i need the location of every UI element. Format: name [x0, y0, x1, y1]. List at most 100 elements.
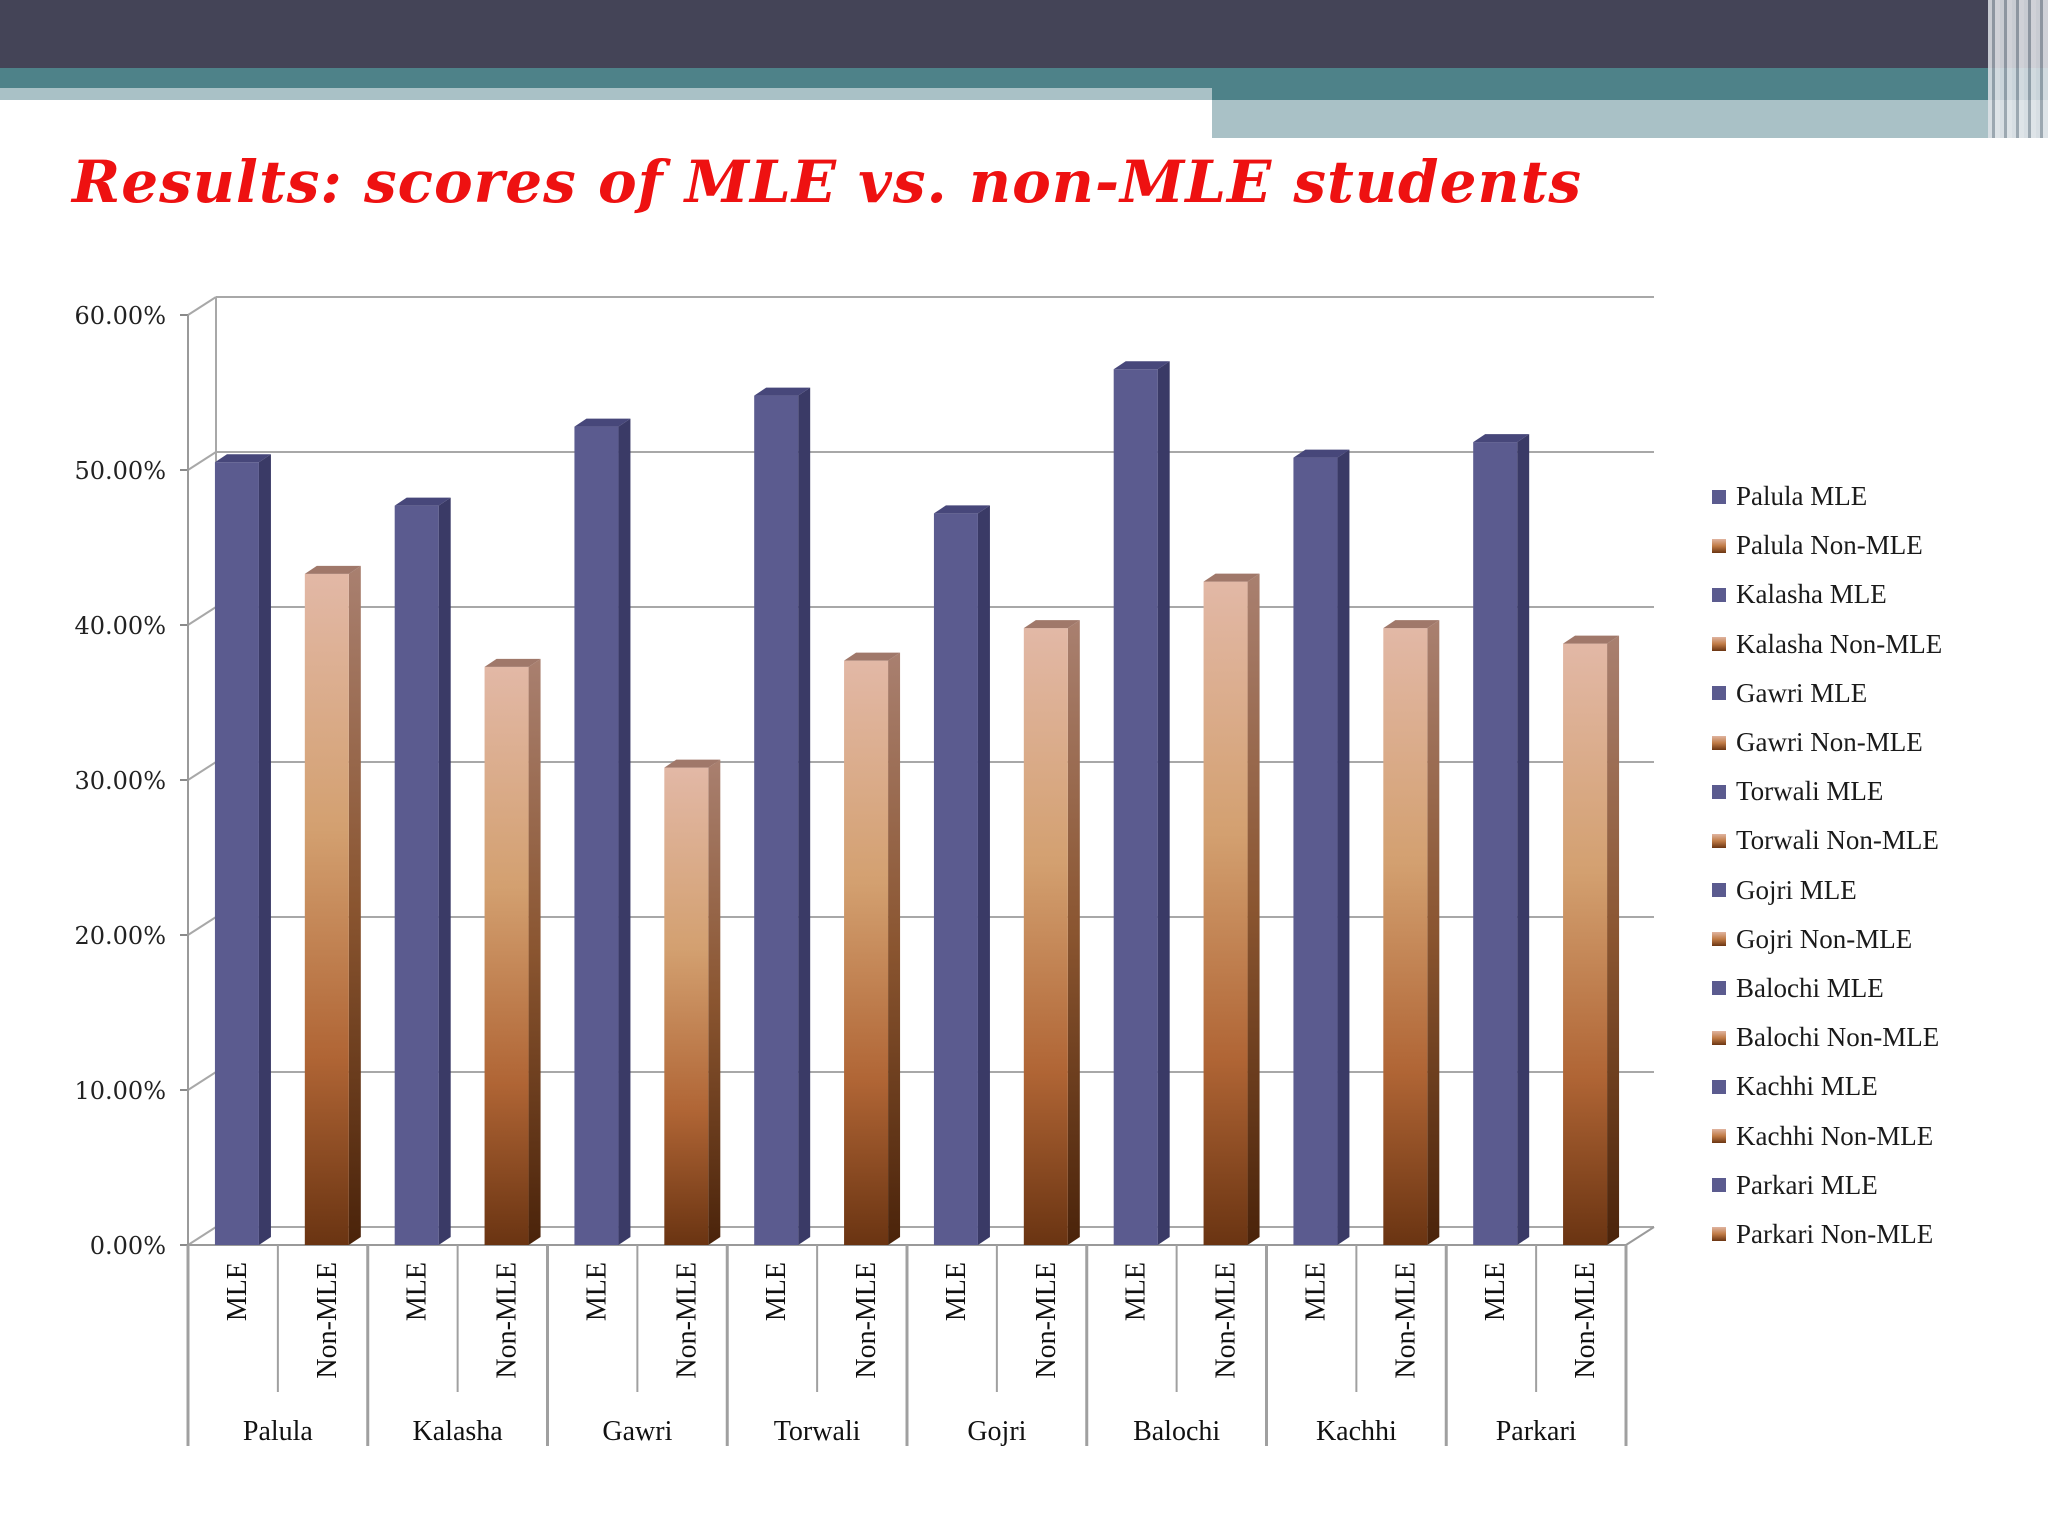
bar-gojri-non-mle — [1023, 620, 1080, 1245]
bar-front — [1113, 369, 1158, 1245]
gridline-side — [187, 1226, 217, 1246]
legend-label: Balochi Non-MLE — [1736, 1022, 1940, 1053]
legend-label: Torwali Non-MLE — [1736, 825, 1939, 856]
x-sub-label: MLE — [402, 1262, 433, 1321]
bar-top — [1473, 434, 1530, 443]
x-sub-label: MLE — [581, 1262, 612, 1321]
x-sub-label: Non-MLE — [1570, 1262, 1601, 1379]
bar-side — [798, 387, 811, 1246]
legend-swatch — [1712, 538, 1726, 553]
x-group-label: Balochi — [1133, 1416, 1220, 1447]
bar-front — [1563, 643, 1608, 1245]
bar-top — [304, 565, 361, 574]
legend-label: Balochi MLE — [1736, 972, 1884, 1003]
x-sub-label: MLE — [1300, 1262, 1331, 1321]
legend-item: Gojri MLE — [1712, 866, 1942, 915]
bar-side — [1157, 361, 1170, 1245]
x-sub-label: MLE — [1480, 1262, 1511, 1321]
x-sub-label: Non-MLE — [671, 1262, 702, 1379]
legend-item: Gojri Non-MLE — [1712, 915, 1942, 964]
x-group-label: Kachhi — [1316, 1416, 1397, 1447]
legend-swatch — [1712, 1030, 1726, 1045]
legend-swatch — [1712, 981, 1726, 996]
bar-balochi-mle — [1113, 361, 1170, 1245]
legend-label: Kalasha MLE — [1736, 579, 1887, 610]
x-group-label: Gojri — [967, 1416, 1026, 1447]
bar-torwali-mle — [754, 387, 811, 1246]
bar-top — [574, 418, 631, 427]
legend-item: Parkari Non-MLE — [1712, 1210, 1942, 1259]
x-group-label: Torwali — [774, 1416, 861, 1447]
bar-front — [1473, 442, 1518, 1246]
legend-item: Kalasha Non-MLE — [1712, 620, 1942, 669]
legend-item: Palula Non-MLE — [1712, 521, 1942, 570]
legend-swatch — [1712, 883, 1726, 898]
gridline-side — [187, 1071, 217, 1091]
bar-side — [1067, 620, 1080, 1245]
legend-label: Gojri Non-MLE — [1736, 923, 1913, 954]
bar-side — [977, 505, 990, 1245]
x-sub-label: MLE — [761, 1262, 792, 1321]
bar-top — [664, 759, 721, 768]
legend-item: Balochi MLE — [1712, 964, 1942, 1013]
legend-swatch — [1712, 686, 1726, 701]
bar-top — [394, 497, 451, 506]
legend-label: Palula Non-MLE — [1736, 530, 1923, 561]
gridline-side — [187, 606, 217, 626]
legend-swatch — [1712, 637, 1726, 652]
bar-front — [574, 426, 619, 1246]
bar-front — [1383, 628, 1428, 1245]
y-tick-label: 40.00% — [74, 612, 166, 640]
legend-item: Kachhi Non-MLE — [1712, 1111, 1942, 1160]
header-stripes — [1988, 0, 2048, 138]
gridline-side — [187, 916, 217, 936]
bar-top — [214, 454, 271, 463]
bar-top — [844, 652, 901, 661]
bar-front — [933, 513, 978, 1245]
y-tick-labels: 0.00% 10.00% 20.00% 30.00% 40.00% 50.00% 60.00… — [74, 302, 166, 1260]
legend-label: Gawri MLE — [1736, 677, 1868, 708]
bar-torwali-non-mle — [844, 652, 901, 1245]
bar-parkari-non-mle — [1563, 635, 1620, 1245]
bar-side — [1607, 635, 1620, 1245]
gridline-side — [187, 296, 217, 316]
x-sub-label: Non-MLE — [492, 1262, 523, 1379]
legend-swatch — [1712, 587, 1726, 602]
bars — [214, 361, 1620, 1246]
bar-kalasha-non-mle — [484, 658, 541, 1245]
bar-side — [438, 497, 451, 1245]
bar-front — [1203, 581, 1248, 1245]
bar-top — [754, 387, 811, 396]
bar-palula-non-mle — [304, 565, 361, 1245]
bar-parkari-mle — [1473, 434, 1530, 1246]
x-sub-label: MLE — [1121, 1262, 1152, 1321]
bar-top — [1383, 620, 1440, 629]
bar-front — [1293, 457, 1338, 1246]
bar-front — [844, 660, 889, 1245]
bar-top — [1023, 620, 1080, 629]
x-sub-label: Non-MLE — [851, 1262, 882, 1379]
header-band-light-right — [1212, 100, 2048, 138]
bar-balochi-non-mle — [1203, 573, 1260, 1245]
legend-item: Gawri Non-MLE — [1712, 718, 1942, 767]
bar-front — [214, 462, 259, 1245]
legend-item: Torwali Non-MLE — [1712, 816, 1942, 865]
bar-kalasha-mle — [394, 497, 451, 1245]
header-band-dark — [0, 0, 2048, 68]
bar-gojri-mle — [933, 505, 990, 1245]
legend-item: Gawri MLE — [1712, 669, 1942, 718]
bar-side — [1427, 620, 1440, 1245]
legend-item: Kalasha MLE — [1712, 570, 1942, 619]
x-sub-label: Non-MLE — [1031, 1262, 1062, 1379]
bar-side — [888, 652, 901, 1245]
x-category-labels: MLE Non-MLE Palula MLE Non-MLE Kalasha MLE Non-… — [222, 1262, 1601, 1447]
bar-front — [754, 395, 799, 1246]
legend-label: Kachhi MLE — [1736, 1071, 1878, 1102]
x-sub-label: Non-MLE — [312, 1262, 343, 1379]
legend-swatch — [1712, 489, 1726, 504]
legend-swatch — [1712, 1178, 1726, 1193]
bar-side — [348, 565, 361, 1245]
bar-side — [528, 658, 541, 1245]
bar-top — [1113, 361, 1170, 370]
x-group-label: Kalasha — [413, 1416, 504, 1447]
